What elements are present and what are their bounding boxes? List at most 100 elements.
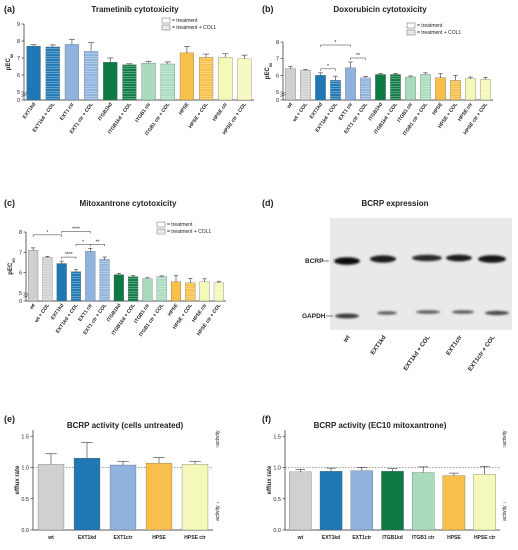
- band-bcrp-ext1kd-col: [412, 254, 442, 262]
- axis-break-mark: [21, 94, 27, 97]
- bar-hatch-wt-col: [42, 257, 53, 301]
- chart-b-group: (b) Doxorubicin cytotoxicity05678pEC50wtw…: [262, 4, 493, 137]
- axis-break-mark: [21, 92, 27, 95]
- panel-c-label: (c): [4, 198, 15, 208]
- axis-break-mark: [280, 92, 286, 95]
- x-tick-label-ext1ctr: EXT1ctr: [114, 535, 133, 541]
- legend-label-treatment-col1: = treatment + COL1: [172, 25, 216, 31]
- legend-label-treatment: = treatment: [417, 23, 443, 29]
- band-bcrp-ext1kd: [370, 255, 396, 263]
- chart-c-group: (c) Mitoxantrone cytotoxicity 0 5 6 7 8 pEC50 wt…: [4, 198, 226, 338]
- band-gapdh-ext1ctr: [452, 310, 474, 314]
- axis-break-mark: [23, 295, 29, 298]
- bar-hpse-ctr: [473, 474, 496, 531]
- bar-itgb1-ctr: [141, 62, 156, 101]
- band-gapdh-ext1ctr-col: [485, 310, 509, 316]
- x-tick-label-ext1kd: EXT1kd: [22, 102, 37, 120]
- significance-label: **: [95, 239, 99, 245]
- y-axis-label: efflux rate: [15, 465, 21, 494]
- chart-e-group: (e) BCRP activity (cells untreated) 0.0 0.5…: [4, 414, 221, 541]
- y-tick-label: 7: [19, 250, 22, 256]
- band-gapdh-ext1kd-col: [416, 310, 440, 314]
- panel-b-label: (b): [262, 4, 274, 14]
- bar-hatch-hpse-ctr-col: [214, 282, 224, 301]
- y-tick-label: 6: [276, 73, 279, 79]
- side-label-up: ↑activity: [502, 430, 508, 448]
- bar-hpse-ctr: [199, 281, 210, 302]
- x-tick-label-ext1kd: EXT1kd: [322, 535, 340, 541]
- chart-a-title: Trametinib cytotoxicity: [91, 5, 179, 14]
- panel-d-label: (d): [262, 198, 274, 208]
- blot-lane-labels: wt EXT1kd EXT1kd + COL EXT1ctr EXT1ctr + COL: [342, 334, 497, 373]
- bar-hatch-hpse-col: [450, 80, 461, 100]
- significance-label: *: [82, 239, 84, 245]
- bar-hatch-ext1kd-col: [45, 46, 60, 100]
- bar-hatch-itgb1kd-col: [122, 64, 137, 100]
- chart-f-title: BCRP activity (EC10 mitoxantrone): [314, 421, 447, 430]
- bar-itgb1kd: [375, 74, 386, 101]
- legend-swatch-treatment: [406, 22, 416, 29]
- bar-hatch-itgb1kd-col: [128, 276, 138, 301]
- bar-hpse: [170, 281, 182, 302]
- significance-label: **: [356, 53, 360, 59]
- y-tick-label: 0.5: [273, 497, 281, 503]
- bar-ext1kd: [319, 471, 343, 531]
- bar-wt: [37, 464, 65, 531]
- bar-hatch-ext1-ctr-col: [360, 77, 371, 100]
- x-tick-label-hpse-ctr: HPSE ctr: [184, 535, 205, 541]
- y-tick-label: 6: [19, 271, 22, 277]
- y-tick-label: 9: [17, 22, 20, 28]
- x-tick-label-hpse: HPSE: [167, 302, 180, 317]
- bar-hpse-ctr: [181, 464, 209, 531]
- bar-itgb1-ctr: [142, 278, 153, 302]
- legend-swatch-hatch: [407, 30, 415, 35]
- bar-hpse-ctr: [465, 78, 476, 101]
- band-gapdh-ext1kd: [377, 311, 397, 315]
- legend-swatch-hatch: [157, 229, 165, 234]
- bar-hatch-ext1kd-col: [71, 271, 81, 301]
- y-tick-label: 5: [276, 90, 279, 96]
- y-tick-label: 7: [276, 57, 279, 63]
- y-tick-label: 1.5: [273, 434, 281, 440]
- chart-f-group: (f) BCRP activity (EC10 mitoxantrone) 0.0 0…: [262, 414, 508, 541]
- bar-hatch-hpse-ctr-col: [237, 58, 252, 100]
- blot-lane-label-ext1kd: EXT1kd: [370, 334, 388, 356]
- y-tick-label: 1.5: [21, 434, 29, 440]
- x-tick-label-hpse: HPSE: [152, 535, 166, 541]
- bar-wt: [289, 471, 312, 531]
- blot-lane-label-ext1ctr-col: EXT1ctr + COL: [468, 334, 497, 372]
- x-tick-label-ext1kd: EXT1kd: [78, 535, 96, 541]
- x-tick-label-wt: wt: [297, 535, 304, 541]
- x-tick-label-wt: wt: [28, 302, 37, 311]
- band-bcrp-ext1ctr: [446, 254, 472, 262]
- legend-label-treatment: = treatment: [167, 222, 193, 228]
- bar-hatch-hpse-ctr-col: [480, 79, 491, 100]
- bar-hatch-wt-col: [300, 70, 311, 100]
- significance-bracket: [75, 244, 91, 247]
- bar-hpse: [442, 475, 466, 531]
- bar-itgb1kd: [103, 62, 118, 101]
- blot-lane-label-ext1kd-col: EXT1kd + COL: [403, 334, 432, 372]
- chart-b-title: Doxorubicin cytotoxicity: [333, 5, 427, 14]
- bar-ext1kd: [315, 75, 326, 101]
- significance-bracket: [61, 231, 91, 234]
- bar-hatch-hpse-col: [199, 57, 213, 100]
- y-axis-label: pEC50: [265, 62, 273, 79]
- bar-hatch-ext1kd-col: [330, 80, 341, 100]
- legend-swatch-treatment: [161, 17, 171, 24]
- y-tick-label: 5: [19, 291, 22, 297]
- side-label-down: activity ↓: [215, 502, 221, 521]
- x-tick-label-hpse: HPSE: [431, 101, 444, 116]
- bar-wt: [285, 68, 296, 101]
- panel-a-label: (a): [4, 4, 15, 14]
- x-tick-label-wt: wt: [47, 535, 54, 541]
- blot-lane-label-wt: wt: [342, 335, 351, 345]
- y-tick-label: 7: [17, 56, 20, 62]
- x-tick-label-itgb1-ctr: ITGB1 ctr: [412, 535, 435, 541]
- x-tick-label-ext1kd: EXT1kd: [309, 102, 324, 120]
- bar-itgb1-ctr: [405, 76, 416, 101]
- bar-ext1ctr: [109, 464, 137, 531]
- significance-bracket: [350, 57, 366, 60]
- y-axis-label: pEC50: [6, 53, 14, 70]
